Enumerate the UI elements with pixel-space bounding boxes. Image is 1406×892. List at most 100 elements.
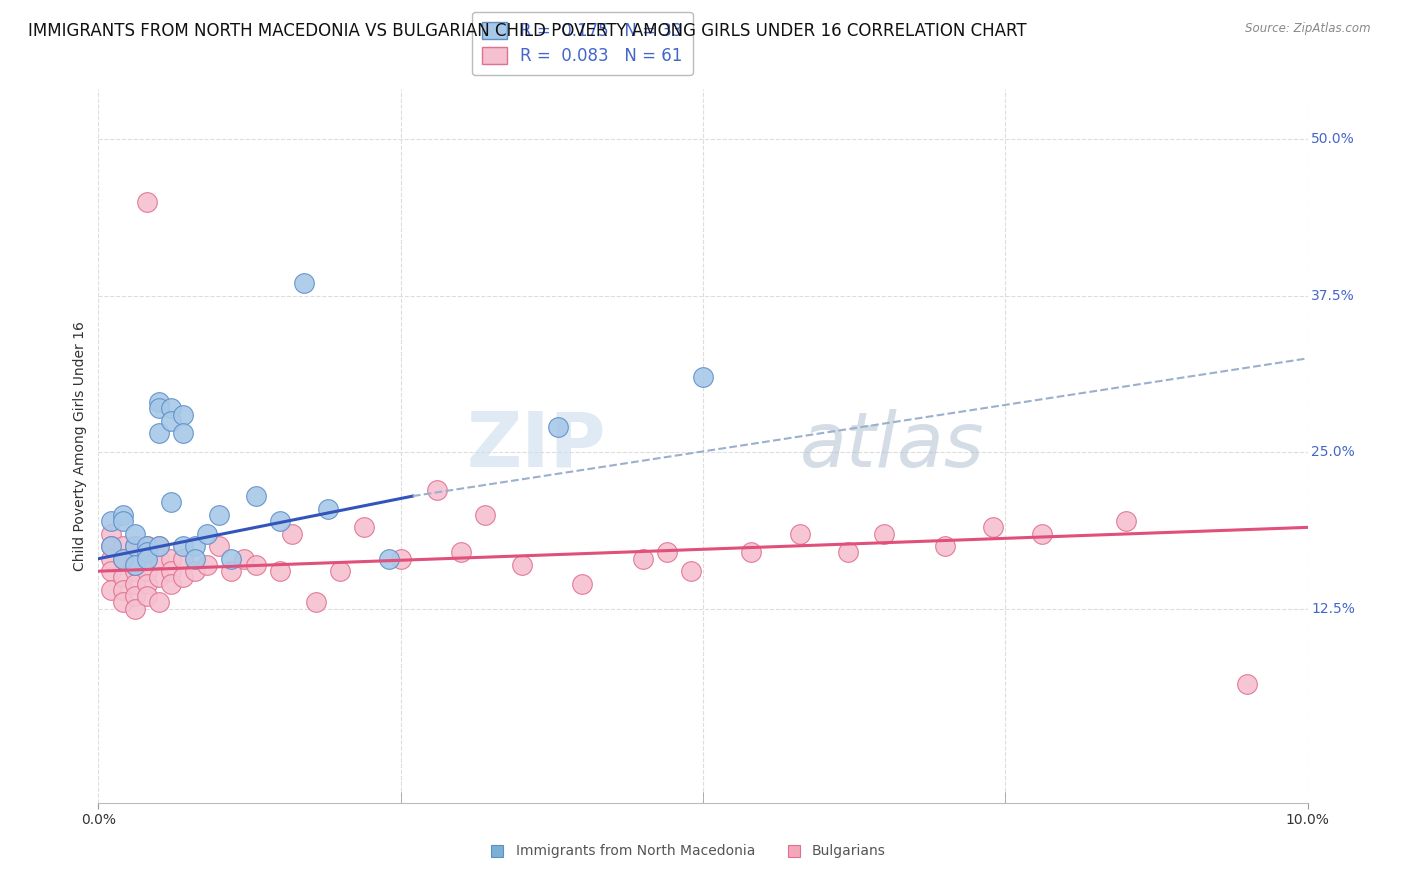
Point (100, 526, 122, 541)
Point (135, 564, 157, 578)
Point (740, 545, 762, 559)
Point (111, 551, 134, 566)
Point (172, 551, 194, 566)
Point (316, 501, 339, 516)
Point (135, 194, 157, 209)
Point (172, 570, 194, 584)
Point (232, 551, 254, 566)
Point (124, 526, 146, 541)
Text: 37.5%: 37.5% (1312, 289, 1355, 302)
Text: 12.5%: 12.5% (1312, 602, 1355, 615)
Text: Bulgarians: Bulgarians (811, 845, 886, 858)
Text: Source: ZipAtlas.com: Source: ZipAtlas.com (1246, 22, 1371, 36)
Point (571, 576, 593, 591)
Point (148, 401, 170, 416)
Point (124, 551, 146, 566)
Point (160, 401, 183, 416)
Point (1031, 526, 1053, 541)
Point (195, 558, 218, 572)
Point (305, 595, 328, 609)
Point (111, 570, 134, 584)
Point (111, 595, 134, 609)
Point (208, 539, 231, 553)
Point (195, 526, 218, 541)
Point (100, 551, 122, 566)
Point (873, 526, 896, 541)
Point (160, 564, 183, 578)
Point (789, 526, 811, 541)
Point (160, 414, 183, 428)
Point (837, 545, 859, 559)
Point (934, 539, 956, 553)
Point (124, 558, 146, 572)
Point (184, 551, 207, 566)
Point (148, 570, 170, 584)
Text: IMMIGRANTS FROM NORTH MACEDONIA VS BULGARIAN CHILD POVERTY AMONG GIRLS UNDER 16 : IMMIGRANTS FROM NORTH MACEDONIA VS BULGA… (28, 22, 1026, 40)
Point (124, 539, 146, 553)
Point (547, 420, 569, 434)
Point (135, 576, 157, 591)
Point (111, 539, 134, 553)
Point (353, 520, 375, 534)
Point (474, 508, 496, 522)
Point (148, 395, 170, 409)
Point (160, 551, 183, 566)
Point (221, 564, 243, 578)
Legend: R =  0.175   N = 33, R =  0.083   N = 61: R = 0.175 N = 33, R = 0.083 N = 61 (471, 12, 693, 75)
Point (655, 545, 678, 559)
Point (148, 551, 170, 566)
Point (135, 539, 157, 553)
Point (292, 277, 315, 291)
Point (281, 526, 304, 541)
Point (269, 564, 291, 578)
Point (124, 539, 146, 553)
Point (172, 539, 194, 553)
Point (692, 370, 714, 384)
Point (148, 539, 170, 553)
Point (389, 551, 412, 566)
Text: ZIP: ZIP (467, 409, 606, 483)
Point (184, 539, 207, 553)
Point (124, 564, 146, 578)
Y-axis label: Child Poverty Among Girls Under 16: Child Poverty Among Girls Under 16 (73, 321, 87, 571)
Text: Immigrants from North Macedonia: Immigrants from North Macedonia (516, 845, 755, 858)
Point (1236, 677, 1258, 691)
Point (172, 426, 194, 441)
Point (100, 539, 122, 553)
Point (124, 589, 146, 603)
Point (631, 551, 654, 566)
Point (100, 514, 122, 528)
Point (100, 539, 122, 553)
Text: atlas: atlas (800, 409, 984, 483)
Point (148, 539, 170, 553)
Point (208, 508, 231, 522)
Point (111, 508, 134, 522)
Point (245, 558, 267, 572)
Point (100, 564, 122, 578)
Point (981, 520, 1004, 534)
Point (221, 551, 243, 566)
Point (160, 495, 183, 509)
Point (450, 545, 472, 559)
Point (135, 539, 157, 553)
Point (100, 582, 122, 597)
Point (329, 564, 352, 578)
Point (269, 514, 291, 528)
Point (124, 576, 146, 591)
Point (135, 551, 157, 566)
Text: 50.0%: 50.0% (1312, 132, 1355, 146)
Point (184, 564, 207, 578)
Point (124, 558, 146, 572)
Point (148, 426, 170, 441)
Point (377, 551, 399, 566)
Point (245, 489, 267, 503)
Point (135, 551, 157, 566)
Point (135, 589, 157, 603)
Point (124, 601, 146, 615)
Point (135, 545, 157, 559)
Point (160, 576, 183, 591)
Point (172, 408, 194, 422)
Point (111, 582, 134, 597)
Point (510, 558, 533, 572)
Point (111, 551, 134, 566)
